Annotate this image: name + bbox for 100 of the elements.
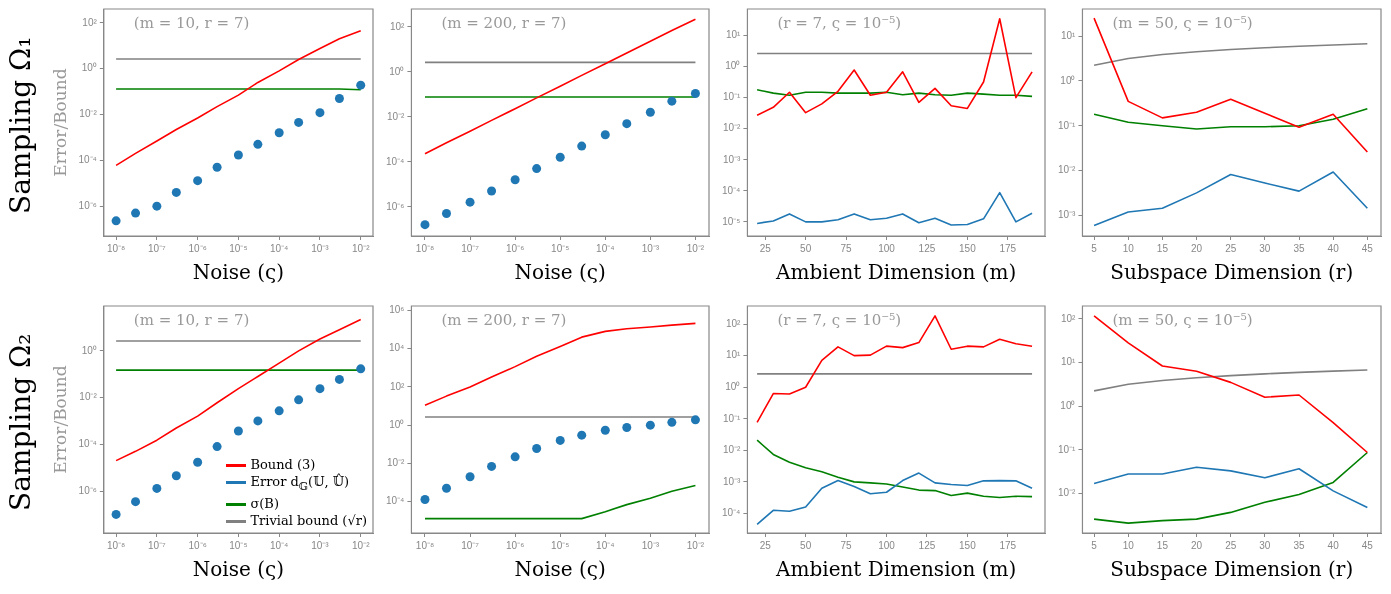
y-tick-label: 10⁻⁴: [722, 507, 741, 519]
x-axis-title: Noise (ς): [192, 557, 285, 582]
point: [171, 187, 181, 197]
point: [622, 119, 632, 129]
x-tick-label: 75: [840, 242, 853, 254]
x-tick-label: 75: [840, 539, 853, 551]
point: [441, 209, 451, 219]
point: [532, 444, 542, 454]
point: [152, 201, 162, 211]
point: [577, 430, 587, 440]
x-tick-label: 50: [800, 539, 812, 551]
x-tick-label: 10⁻⁴: [596, 242, 615, 254]
x-tick-label: 125: [918, 242, 936, 254]
x-tick-label: 10⁻⁶: [188, 242, 207, 254]
point: [274, 128, 284, 138]
point: [294, 395, 304, 405]
x-tick-label: 175: [999, 242, 1017, 254]
x-tick-label: 100: [878, 242, 896, 254]
y-tick-label: 10²: [389, 20, 406, 32]
y-tick-label: 10⁻⁴: [722, 184, 741, 196]
point: [555, 435, 565, 445]
point: [111, 216, 121, 226]
y-tick-label: 10¹: [725, 29, 742, 41]
y-tick-label: 10⁶: [389, 304, 405, 316]
point: [315, 108, 325, 118]
text: Sampling Ω₁: [4, 35, 37, 216]
x-tick-label: 20: [1190, 242, 1203, 254]
x-tick-label: 10⁻²: [352, 242, 371, 254]
y-tick-label: 10⁻³: [1058, 209, 1077, 221]
y-tick-label: 10²: [82, 16, 98, 28]
point: [131, 497, 141, 507]
chart-subtitle: (m = 50, ς = 10⁻⁵): [1112, 14, 1253, 33]
x-tick-label: 40: [1327, 539, 1340, 551]
point: [441, 483, 451, 493]
x-tick-label: 10⁻⁷: [147, 539, 167, 551]
y-tick-label: 10⁻²: [386, 110, 406, 122]
x-axis-title: Ambient Dimension (m): [775, 260, 1017, 285]
x-tick-label: 10⁻³: [311, 242, 330, 254]
y-tick-label: 10²: [725, 317, 742, 329]
x-tick-label: 10⁻⁶: [506, 539, 525, 551]
x-tick-label: 25: [1225, 539, 1237, 551]
point: [600, 130, 610, 140]
y-tick-label: 10⁻⁴: [386, 495, 405, 507]
x-tick-label: 10⁻⁸: [106, 242, 126, 254]
x-tick-label: 150: [959, 242, 977, 254]
x-tick-label: 10: [1122, 539, 1135, 551]
point: [274, 406, 284, 416]
x-tick-label: 10⁻³: [641, 539, 660, 551]
y-tick-label: 10⁻²: [722, 444, 742, 456]
point: [532, 164, 542, 174]
chart-subtitle: (r = 7, ς = 10⁻⁵): [777, 14, 902, 33]
point: [233, 150, 243, 160]
y-tick-label: 10⁰: [1060, 399, 1076, 411]
x-tick-label: 150: [959, 539, 977, 551]
x-tick-label: 100: [878, 539, 896, 551]
point: [253, 416, 263, 426]
y-axis-title: Error/Bound: [49, 68, 70, 177]
y-tick-label: 10⁰: [725, 60, 741, 72]
x-tick-label: 30: [1259, 242, 1271, 254]
point: [212, 442, 222, 452]
point: [622, 423, 632, 433]
x-tick-label: 10⁻⁵: [229, 242, 248, 254]
x-tick-label: 10⁻⁵: [551, 242, 570, 254]
y-tick-label: 10⁻³: [722, 475, 742, 487]
y-tick-label: 10⁻¹: [1058, 119, 1077, 131]
y-tick-label: 10⁻⁴: [78, 154, 97, 166]
y-tick-label: 10⁻²: [386, 457, 406, 469]
x-tick-label: 30: [1259, 539, 1271, 551]
x-tick-label: 20: [1190, 539, 1203, 551]
x-tick-label: 10⁻⁸: [415, 242, 435, 254]
point: [667, 96, 677, 106]
x-tick-label: 10⁻³: [311, 539, 330, 551]
x-axis-title: Noise (ς): [514, 260, 606, 285]
point: [356, 364, 366, 374]
x-tick-label: 10⁻⁶: [188, 539, 207, 551]
y-tick-label: 10⁰: [389, 65, 405, 77]
y-tick-label: 10⁰: [81, 344, 97, 356]
chart-subtitle: (m = 200, r = 7): [441, 311, 567, 330]
x-tick-label: 10⁻⁸: [106, 539, 126, 551]
y-tick-label: 10⁰: [725, 380, 741, 392]
y-tick-label: 10⁻²: [79, 391, 98, 403]
x-axis-title: Ambient Dimension (m): [775, 557, 1017, 582]
point: [667, 417, 677, 427]
x-tick-label: 25: [759, 539, 772, 551]
point: [645, 107, 655, 117]
y-tick-label: 10⁰: [81, 62, 97, 74]
text: Sampling Ω₂: [4, 332, 37, 513]
y-tick-label: 10⁻²: [79, 108, 98, 120]
x-tick-label: 10⁻²: [352, 539, 371, 551]
point: [233, 426, 243, 436]
point: [171, 471, 181, 481]
point: [645, 420, 655, 430]
x-tick-label: 50: [800, 242, 812, 254]
chart-subtitle: (m = 10, r = 7): [133, 14, 250, 33]
x-tick-label: 15: [1156, 242, 1169, 254]
legend-label: Trivial bound (√r): [250, 513, 367, 528]
x-tick-label: 175: [999, 539, 1017, 551]
point: [334, 93, 344, 103]
y-tick-label: 10⁴: [389, 342, 405, 354]
x-tick-label: 10⁻⁵: [229, 539, 248, 551]
